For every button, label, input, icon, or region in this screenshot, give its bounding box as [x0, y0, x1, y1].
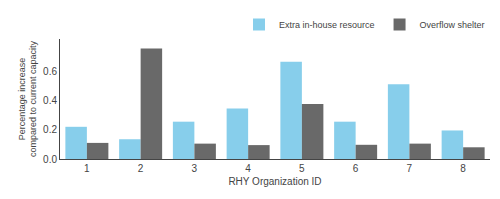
svg-text:3: 3: [192, 163, 198, 174]
svg-text:2: 2: [138, 163, 144, 174]
svg-text:6: 6: [353, 163, 359, 174]
svg-text:Percentage increasecompared to: Percentage increasecompared to current c…: [17, 40, 39, 157]
svg-text:0.2: 0.2: [43, 124, 57, 135]
svg-text:Overflow shelter: Overflow shelter: [420, 20, 485, 30]
svg-text:1: 1: [84, 163, 90, 174]
svg-text:7: 7: [407, 163, 413, 174]
svg-text:Extra in-house resource: Extra in-house resource: [279, 20, 375, 30]
svg-text:8: 8: [460, 163, 466, 174]
svg-text:RHY Organization ID: RHY Organization ID: [228, 176, 321, 187]
svg-text:0.6: 0.6: [43, 66, 57, 77]
svg-text:4: 4: [245, 163, 251, 174]
svg-text:5: 5: [299, 163, 305, 174]
svg-text:0.4: 0.4: [43, 95, 57, 106]
svg-text:0.0: 0.0: [43, 154, 57, 165]
